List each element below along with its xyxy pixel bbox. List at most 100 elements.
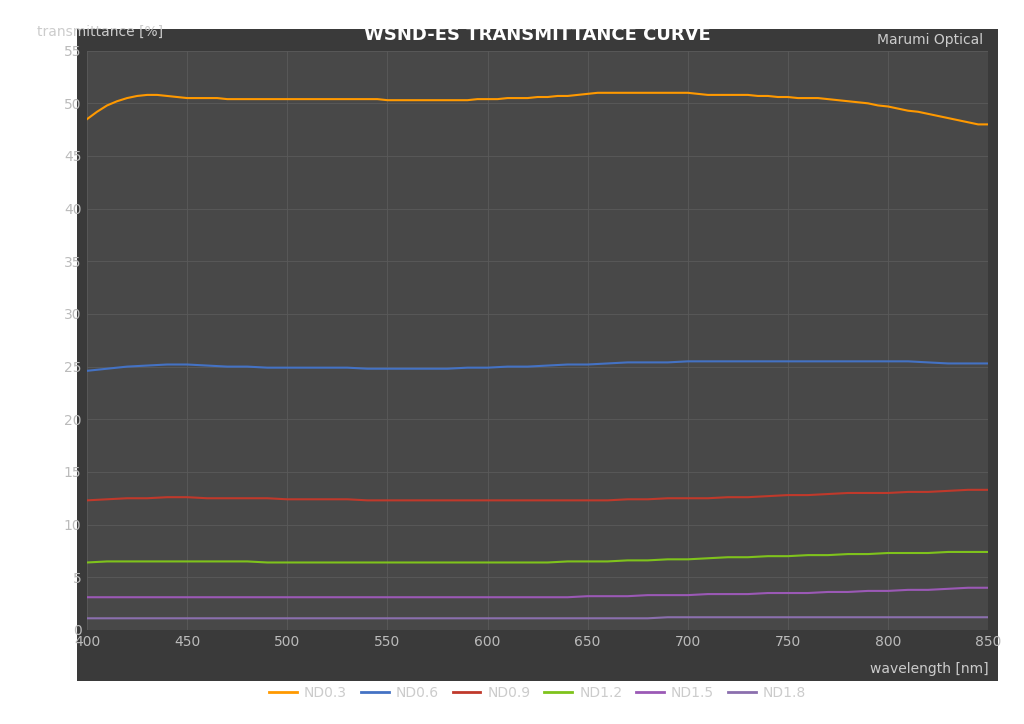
ND1.8 xyxy=(161,614,173,623)
ND1.5 xyxy=(561,593,573,602)
ND1.8 xyxy=(781,613,794,622)
ND0.3 xyxy=(81,115,93,124)
Line: ND0.6: ND0.6 xyxy=(87,361,988,371)
ND1.5 xyxy=(141,593,154,602)
ND1.5 xyxy=(682,591,694,599)
ND1.2 xyxy=(421,558,433,567)
ND0.9 xyxy=(662,494,674,502)
ND1.8 xyxy=(462,614,474,623)
ND1.8 xyxy=(361,614,374,623)
ND0.9 xyxy=(261,494,273,502)
ND1.5 xyxy=(601,592,613,600)
ND1.5 xyxy=(81,593,93,602)
ND1.5 xyxy=(502,593,514,602)
ND1.8 xyxy=(101,614,114,623)
ND1.2 xyxy=(261,558,273,567)
ND1.5 xyxy=(942,584,954,593)
ND1.5 xyxy=(542,593,554,602)
ND1.8 xyxy=(341,614,353,623)
ND1.8 xyxy=(282,614,294,623)
ND0.3 xyxy=(291,95,303,104)
ND0.9 xyxy=(341,495,353,504)
ND0.3 xyxy=(972,120,984,129)
ND0.6 xyxy=(121,362,133,371)
ND1.5 xyxy=(962,584,974,592)
ND1.8 xyxy=(81,614,93,623)
ND0.9 xyxy=(201,494,213,502)
ND0.9 xyxy=(601,496,613,505)
ND0.9 xyxy=(481,496,494,505)
ND1.2 xyxy=(301,558,313,567)
ND1.8 xyxy=(261,614,273,623)
ND0.9 xyxy=(822,489,835,498)
Text: Marumi Optical: Marumi Optical xyxy=(877,33,983,47)
ND0.6 xyxy=(282,363,294,372)
ND1.2 xyxy=(322,558,334,567)
ND0.6 xyxy=(322,363,334,372)
ND1.8 xyxy=(582,614,594,623)
ND0.6 xyxy=(462,363,474,372)
ND1.8 xyxy=(221,614,233,623)
ND0.9 xyxy=(622,495,634,504)
ND0.3 xyxy=(982,120,994,129)
ND0.9 xyxy=(802,491,814,500)
ND0.9 xyxy=(121,494,133,502)
ND1.8 xyxy=(481,614,494,623)
ND0.6 xyxy=(682,357,694,366)
ND1.2 xyxy=(682,555,694,564)
ND0.6 xyxy=(542,361,554,370)
Legend: ND0.3, ND0.6, ND0.9, ND1.2, ND1.5, ND1.8: ND0.3, ND0.6, ND0.9, ND1.2, ND1.5, ND1.8 xyxy=(264,681,811,705)
ND0.9 xyxy=(642,495,654,504)
ND1.8 xyxy=(181,614,194,623)
ND0.6 xyxy=(822,357,835,366)
ND1.2 xyxy=(161,557,173,565)
ND0.6 xyxy=(622,358,634,367)
ND1.2 xyxy=(381,558,393,567)
ND0.6 xyxy=(161,360,173,369)
ND0.6 xyxy=(802,357,814,366)
ND1.8 xyxy=(701,613,714,622)
ND0.9 xyxy=(81,496,93,505)
ND1.8 xyxy=(722,613,734,622)
ND1.8 xyxy=(902,613,914,622)
ND0.6 xyxy=(601,359,613,368)
ND1.8 xyxy=(682,613,694,622)
ND1.5 xyxy=(582,592,594,600)
ND0.9 xyxy=(462,496,474,505)
ND1.5 xyxy=(781,589,794,597)
ND0.9 xyxy=(542,496,554,505)
ND0.6 xyxy=(301,363,313,372)
ND1.2 xyxy=(722,553,734,562)
ND1.8 xyxy=(741,613,754,622)
ND1.2 xyxy=(701,554,714,563)
ND0.9 xyxy=(582,496,594,505)
ND1.5 xyxy=(361,593,374,602)
ND1.5 xyxy=(662,591,674,599)
ND1.8 xyxy=(502,614,514,623)
ND0.6 xyxy=(902,357,914,366)
ND0.6 xyxy=(842,357,854,366)
ND1.5 xyxy=(421,593,433,602)
ND1.2 xyxy=(341,558,353,567)
ND1.2 xyxy=(141,557,154,565)
ND0.9 xyxy=(521,496,534,505)
ND0.6 xyxy=(401,364,414,373)
ND1.8 xyxy=(141,614,154,623)
ND0.9 xyxy=(301,495,313,504)
ND0.6 xyxy=(481,363,494,372)
ND1.8 xyxy=(822,613,835,622)
ND1.5 xyxy=(822,588,835,597)
ND1.5 xyxy=(101,593,114,602)
ND1.2 xyxy=(81,558,93,567)
ND1.5 xyxy=(462,593,474,602)
Line: ND1.2: ND1.2 xyxy=(87,552,988,563)
ND0.6 xyxy=(582,360,594,369)
ND0.6 xyxy=(181,360,194,369)
ND1.8 xyxy=(241,614,253,623)
ND1.5 xyxy=(762,589,774,597)
ND0.6 xyxy=(922,358,934,367)
ND1.2 xyxy=(221,557,233,565)
ND0.9 xyxy=(441,496,454,505)
ND0.9 xyxy=(701,494,714,502)
ND0.6 xyxy=(741,357,754,366)
